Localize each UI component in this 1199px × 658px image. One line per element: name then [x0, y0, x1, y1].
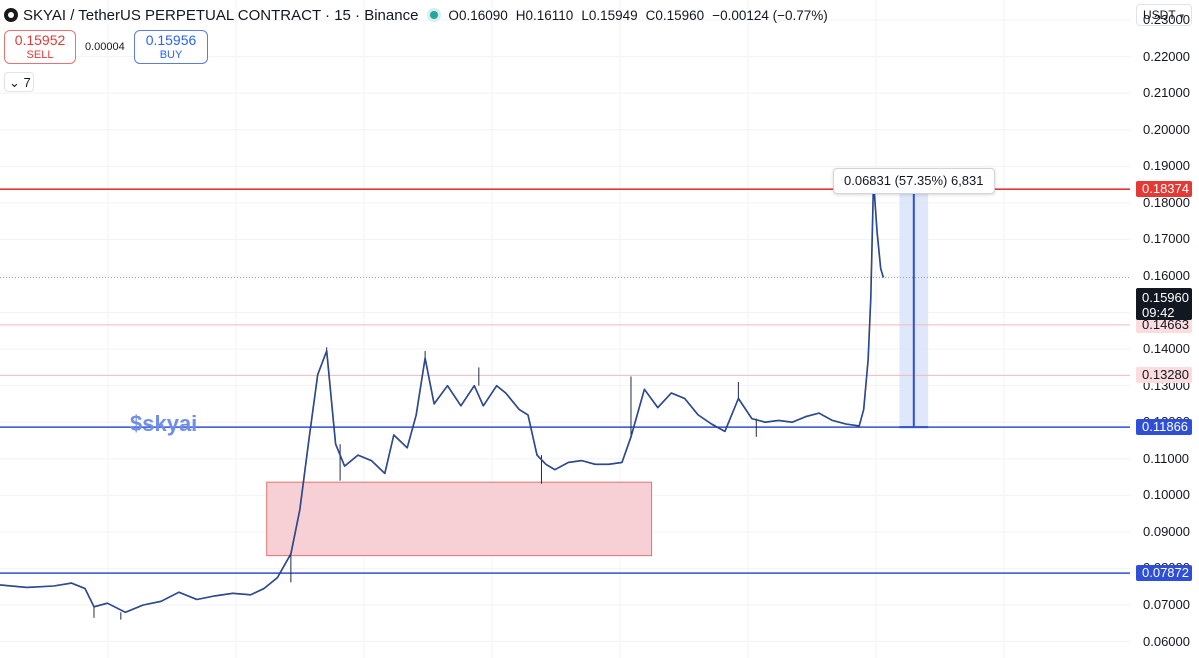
y-tick-label: 0.19000	[1143, 158, 1190, 174]
sell-button[interactable]: 0.15952 SELL	[4, 30, 76, 64]
price-series	[0, 180, 884, 613]
measure-label: 0.06831 (57.35%) 6,831	[833, 168, 995, 194]
buy-price: 0.15956	[145, 32, 197, 48]
y-tick-label: 0.20000	[1143, 121, 1190, 137]
buy-label: BUY	[159, 49, 183, 61]
y-tick-label: 0.22000	[1143, 48, 1190, 64]
y-tick-label: 0.07000	[1143, 596, 1190, 612]
ohlc-open: O0.16090	[448, 7, 508, 23]
level-price-label: 0.07872	[1136, 565, 1192, 582]
level-price-label: 0.14663	[1136, 316, 1192, 333]
y-tick-label: 0.18000	[1143, 194, 1190, 210]
skyai-logo-icon	[4, 8, 18, 22]
y-tick-label: 0.16000	[1143, 267, 1190, 283]
ohlc-close: C0.15960	[645, 7, 705, 23]
current-price-label: 0.15960 09:42	[1136, 288, 1192, 320]
y-tick-label: 0.23000	[1143, 12, 1190, 28]
y-tick-label: 0.10000	[1143, 487, 1190, 503]
level-price-label: 0.18374	[1136, 181, 1192, 198]
indicators-toggle[interactable]: ⌄ 7	[4, 72, 34, 92]
bar-countdown: 09:42	[1142, 305, 1175, 320]
chevron-down-icon: ⌄	[9, 75, 20, 90]
y-tick-label: 0.11000	[1143, 450, 1190, 466]
chevron-down-icon: ▾	[1179, 11, 1185, 21]
ticker-annotation: $skyai	[130, 411, 198, 436]
symbol-title[interactable]: SKYAI / TetherUS PERPETUAL CONTRACT · 15…	[23, 6, 419, 24]
y-tick-label: 0.14000	[1143, 341, 1190, 357]
chart-header: SKYAI / TetherUS PERPETUAL CONTRACT · 15…	[4, 6, 828, 24]
sell-price: 0.15952	[14, 32, 66, 48]
ohlc-high: H0.16110	[515, 7, 574, 23]
currency-selector[interactable]: USDT ▾	[1136, 4, 1192, 26]
demand-zone	[266, 481, 653, 557]
sell-label: SELL	[26, 49, 54, 61]
level-price-label: 0.11866	[1136, 419, 1192, 436]
spread-value: 0.00004	[85, 41, 125, 53]
price-change: −0.00124 (−0.77%)	[712, 7, 828, 23]
market-open-icon	[430, 11, 439, 19]
currency-label: USDT	[1143, 8, 1176, 22]
y-tick-label: 0.17000	[1143, 231, 1190, 247]
y-tick-label: 0.21000	[1143, 85, 1190, 101]
current-price-value: 0.15960	[1142, 290, 1189, 305]
buy-button[interactable]: 0.15956 BUY	[134, 30, 208, 64]
ohlc-low: L0.15949	[581, 7, 638, 23]
indicators-count: 7	[23, 75, 31, 90]
y-tick-label: 0.06000	[1143, 633, 1190, 649]
level-price-label: 0.13280	[1136, 367, 1192, 384]
y-tick-label: 0.09000	[1143, 523, 1190, 539]
